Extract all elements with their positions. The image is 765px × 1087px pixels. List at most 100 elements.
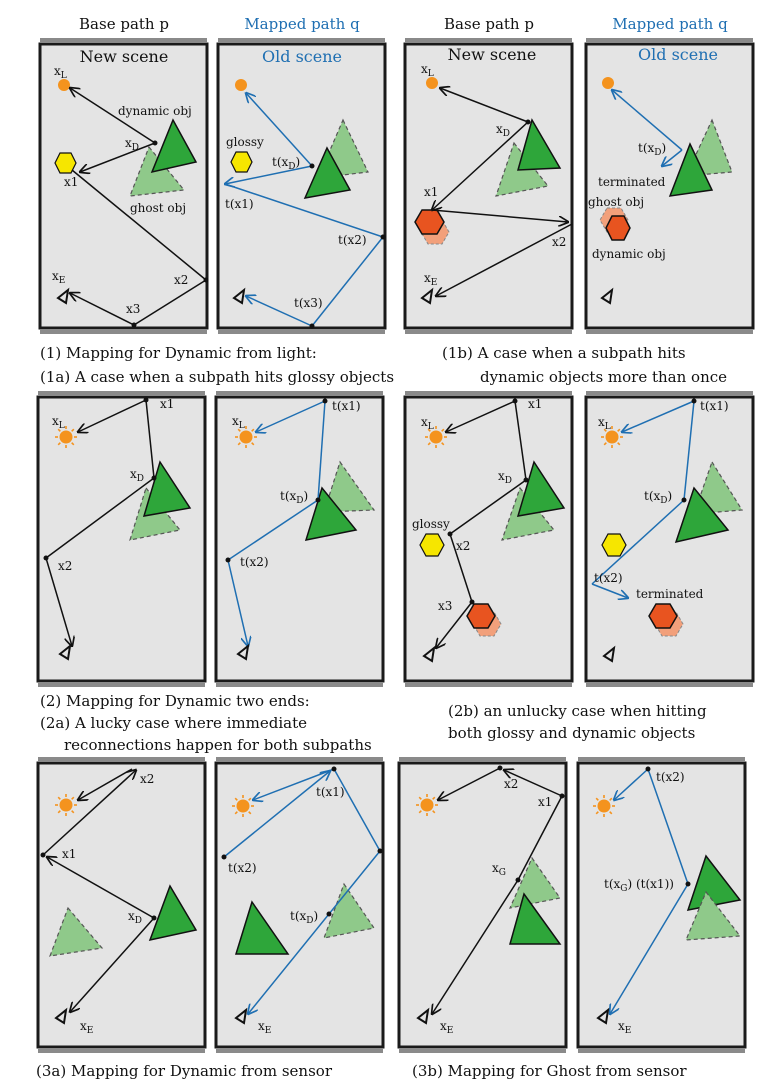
header-base-path-1: Base path p bbox=[79, 15, 169, 33]
label-glossy: glossy bbox=[226, 135, 264, 149]
caption-1: (1) Mapping for Dynamic from light: bbox=[40, 344, 317, 362]
label-dynamic-obj: dynamic obj bbox=[592, 247, 666, 261]
caption-1b-line1: (1b) A case when a subpath hits bbox=[442, 344, 686, 362]
light-source bbox=[235, 79, 247, 91]
label-x1: x1 bbox=[62, 847, 76, 861]
glossy-object bbox=[601, 533, 627, 557]
header-base-path-2: Base path p bbox=[444, 15, 534, 33]
label-t-x2: t(x2) bbox=[656, 770, 685, 784]
label-t-xD: t(xD) bbox=[290, 909, 318, 926]
label-x2: x2 bbox=[140, 772, 154, 786]
dynamic-object bbox=[516, 460, 566, 517]
caption-3a: (3a) Mapping for Dynamic from sensor bbox=[36, 1062, 333, 1080]
label-ghost-obj: ghost obj bbox=[588, 195, 644, 209]
label-xE: xE bbox=[52, 269, 65, 286]
label-xL: xL bbox=[421, 415, 434, 432]
caption-2a-line2: reconnections happen for both subpaths bbox=[64, 736, 372, 754]
dynamic-red-object bbox=[648, 603, 678, 629]
label-x1: x1 bbox=[528, 397, 542, 411]
caption-2b-line1: (2b) an unlucky case when hitting bbox=[448, 702, 707, 720]
panel-2b-base: xL x1 xD glossy x2 x3 bbox=[412, 397, 566, 662]
label-xE: xE bbox=[80, 1019, 93, 1036]
label-x1: x1 bbox=[64, 175, 78, 189]
dynamic-object bbox=[303, 146, 352, 199]
label-xL: xL bbox=[52, 414, 65, 431]
label-terminated: terminated bbox=[598, 175, 666, 189]
label-terminated: terminated bbox=[636, 587, 704, 601]
label-dynamic-obj: dynamic obj bbox=[118, 104, 192, 118]
label-xE: xE bbox=[618, 1019, 631, 1036]
panel-3b-mapped: t(x2) t(xG) (t(x1)) xE bbox=[592, 766, 742, 1036]
ghost-object bbox=[685, 890, 742, 941]
panel-2a-base: xL x1 xD x2 bbox=[43, 397, 192, 660]
label-xD: xD bbox=[128, 909, 142, 926]
label-xE: xE bbox=[424, 271, 437, 288]
dynamic-red-object bbox=[414, 209, 445, 235]
dynamic-red-object bbox=[466, 603, 496, 629]
caption-1a: (1a) A case when a subpath hits glossy o… bbox=[40, 368, 394, 386]
glossy-object bbox=[54, 152, 77, 174]
ghost-object bbox=[49, 906, 104, 957]
label-x1: x1 bbox=[538, 795, 552, 809]
label-xL: xL bbox=[421, 62, 434, 79]
label-new-scene-2: New scene bbox=[448, 45, 537, 64]
label-t-xD: t(xD) bbox=[280, 489, 308, 506]
label-x2: x2 bbox=[174, 273, 188, 287]
label-x3: x3 bbox=[438, 599, 452, 613]
dynamic-object bbox=[150, 118, 198, 174]
dynamic-object bbox=[148, 884, 198, 942]
label-xD: xD bbox=[498, 469, 512, 486]
panel-3b-base: x2 x1 xG xE bbox=[415, 765, 565, 1036]
label-t-xD: t(xD) bbox=[644, 489, 672, 506]
label-new-scene-1: New scene bbox=[80, 47, 169, 66]
label-t-x1: t(x1) bbox=[700, 399, 729, 413]
label-x3: x3 bbox=[126, 302, 140, 316]
label-xD: xD bbox=[125, 136, 139, 153]
header-mapped-path-1: Mapped path q bbox=[244, 15, 360, 33]
label-ghost-obj: ghost obj bbox=[130, 201, 186, 215]
label-xD: xD bbox=[496, 122, 510, 139]
label-xG: xG bbox=[492, 861, 506, 878]
label-t-x3: t(x3) bbox=[294, 296, 323, 310]
label-xL: xL bbox=[598, 415, 611, 432]
label-old-scene-1: Old scene bbox=[262, 47, 342, 66]
dynamic-object bbox=[509, 892, 562, 945]
column-headers: Base path p Mapped path q Base path p Ma… bbox=[79, 15, 728, 66]
dynamic-red-object bbox=[605, 215, 631, 241]
label-t-x1: t(x1) bbox=[332, 399, 361, 413]
label-x1: x1 bbox=[160, 397, 174, 411]
panel-1a-base: xL dynamic obj xD x1 ghost obj xE x2 x3 bbox=[52, 64, 209, 328]
label-t-xD: t(xD) bbox=[638, 141, 666, 158]
light-source bbox=[426, 77, 438, 89]
label-glossy: glossy bbox=[412, 517, 450, 531]
label-t-x2: t(x2) bbox=[228, 861, 257, 875]
label-t-x2: t(x2) bbox=[594, 571, 623, 585]
dynamic-object bbox=[668, 142, 714, 197]
label-t-xD: t(xD) bbox=[272, 155, 300, 172]
label-x2: x2 bbox=[58, 559, 72, 573]
label-t-x2: t(x2) bbox=[240, 555, 269, 569]
glossy-object bbox=[419, 533, 445, 557]
label-xL: xL bbox=[232, 414, 245, 431]
caption-3b: (3b) Mapping for Ghost from sensor bbox=[412, 1062, 687, 1080]
label-xE: xE bbox=[440, 1019, 453, 1036]
panel-2b-mapped: xL t(x1) t(xD) t(x2) terminated bbox=[591, 398, 744, 662]
label-xE: xE bbox=[258, 1019, 271, 1036]
caption-2: (2) Mapping for Dynamic two ends: bbox=[40, 692, 310, 710]
label-t-x2: t(x2) bbox=[338, 233, 367, 247]
panel-trim bbox=[38, 38, 753, 1053]
label-t-xG-combo: t(xG) (t(x1)) bbox=[604, 877, 674, 894]
caption-2a-line1: (2a) A lucky case where immediate bbox=[40, 714, 307, 732]
label-x2: x2 bbox=[504, 777, 518, 791]
glossy-object bbox=[230, 151, 253, 173]
dynamic-object bbox=[234, 900, 290, 955]
ghost-object bbox=[693, 460, 744, 515]
ghost-object bbox=[323, 882, 376, 939]
panel-1a-mapped: glossy t(xD) t(x1) t(x2) t(x3) bbox=[225, 79, 386, 329]
caption-1b-line2: dynamic objects more than once bbox=[480, 368, 727, 386]
light-source bbox=[58, 79, 70, 91]
label-x2: x2 bbox=[552, 235, 566, 249]
panel-3a-mapped: t(x1) t(x2) t(xD) xE bbox=[221, 766, 383, 1036]
label-t-x1: t(x1) bbox=[316, 785, 345, 799]
